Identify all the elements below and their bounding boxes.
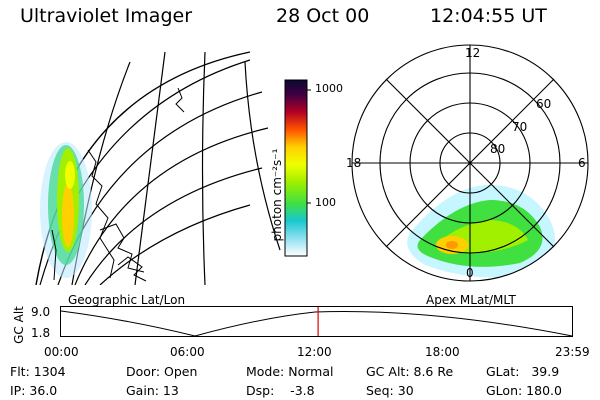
lat-label-70: 70	[512, 120, 528, 134]
instrument-title: Ultraviolet Imager	[20, 5, 193, 27]
timeline-ytick-1.8: 1.8	[31, 326, 51, 340]
polar-plot	[351, 44, 589, 282]
lat-label-80: 80	[490, 142, 506, 156]
apex-panel-label: Apex MLat/MLT	[426, 293, 516, 307]
colorbar-tick-100: 100	[315, 196, 336, 209]
gain-value: Gain: 13	[126, 383, 179, 398]
date-label: 28 Oct 00	[276, 5, 370, 27]
timeline-xtick-2359: 23:59	[555, 345, 590, 359]
mlt-label-12: 12	[465, 46, 481, 60]
geographic-longitude: GLon: 180.0	[486, 383, 562, 398]
timeline-plot	[60, 306, 573, 337]
mlt-label-0: 0	[466, 266, 474, 280]
gc-altitude: GC Alt: 8.6 Re	[366, 364, 454, 379]
dsp-value: Dsp: -3.8	[246, 383, 315, 398]
mode-value: Mode: Normal	[246, 364, 334, 379]
lat-label-60: 60	[536, 97, 552, 111]
mlt-label-18: 18	[346, 156, 362, 170]
flight-number: Flt: 1304	[10, 364, 66, 379]
timeline-ytick-9: 9.0	[31, 305, 51, 319]
coastline-outline	[51, 87, 185, 282]
aurora-emission-left	[40, 142, 92, 278]
colorbar-tick-1000: 1000	[315, 82, 343, 95]
ip-value: IP: 36.0	[10, 383, 58, 398]
geographic-map	[35, 51, 281, 285]
sequence-number: Seq: 30	[366, 383, 414, 398]
timeline-xtick-0600: 06:00	[170, 345, 205, 359]
timeline-ylabel: GC Alt	[12, 306, 26, 344]
door-status: Door: Open	[126, 364, 198, 379]
colorbar	[284, 79, 311, 257]
mlt-label-6: 6	[578, 156, 586, 170]
timeline-xtick-1800: 18:00	[425, 345, 460, 359]
aurora-emission-right	[407, 185, 555, 278]
geographic-latitude: GLat: 39.9	[486, 364, 560, 379]
colorbar-label: photon cm⁻²s⁻¹	[270, 148, 284, 242]
timeline-xtick-1200: 12:00	[297, 345, 332, 359]
timeline-xtick-0000: 00:00	[44, 345, 79, 359]
geographic-panel-label: Geographic Lat/Lon	[68, 293, 186, 307]
time-label: 12:04:55 UT	[430, 5, 547, 27]
